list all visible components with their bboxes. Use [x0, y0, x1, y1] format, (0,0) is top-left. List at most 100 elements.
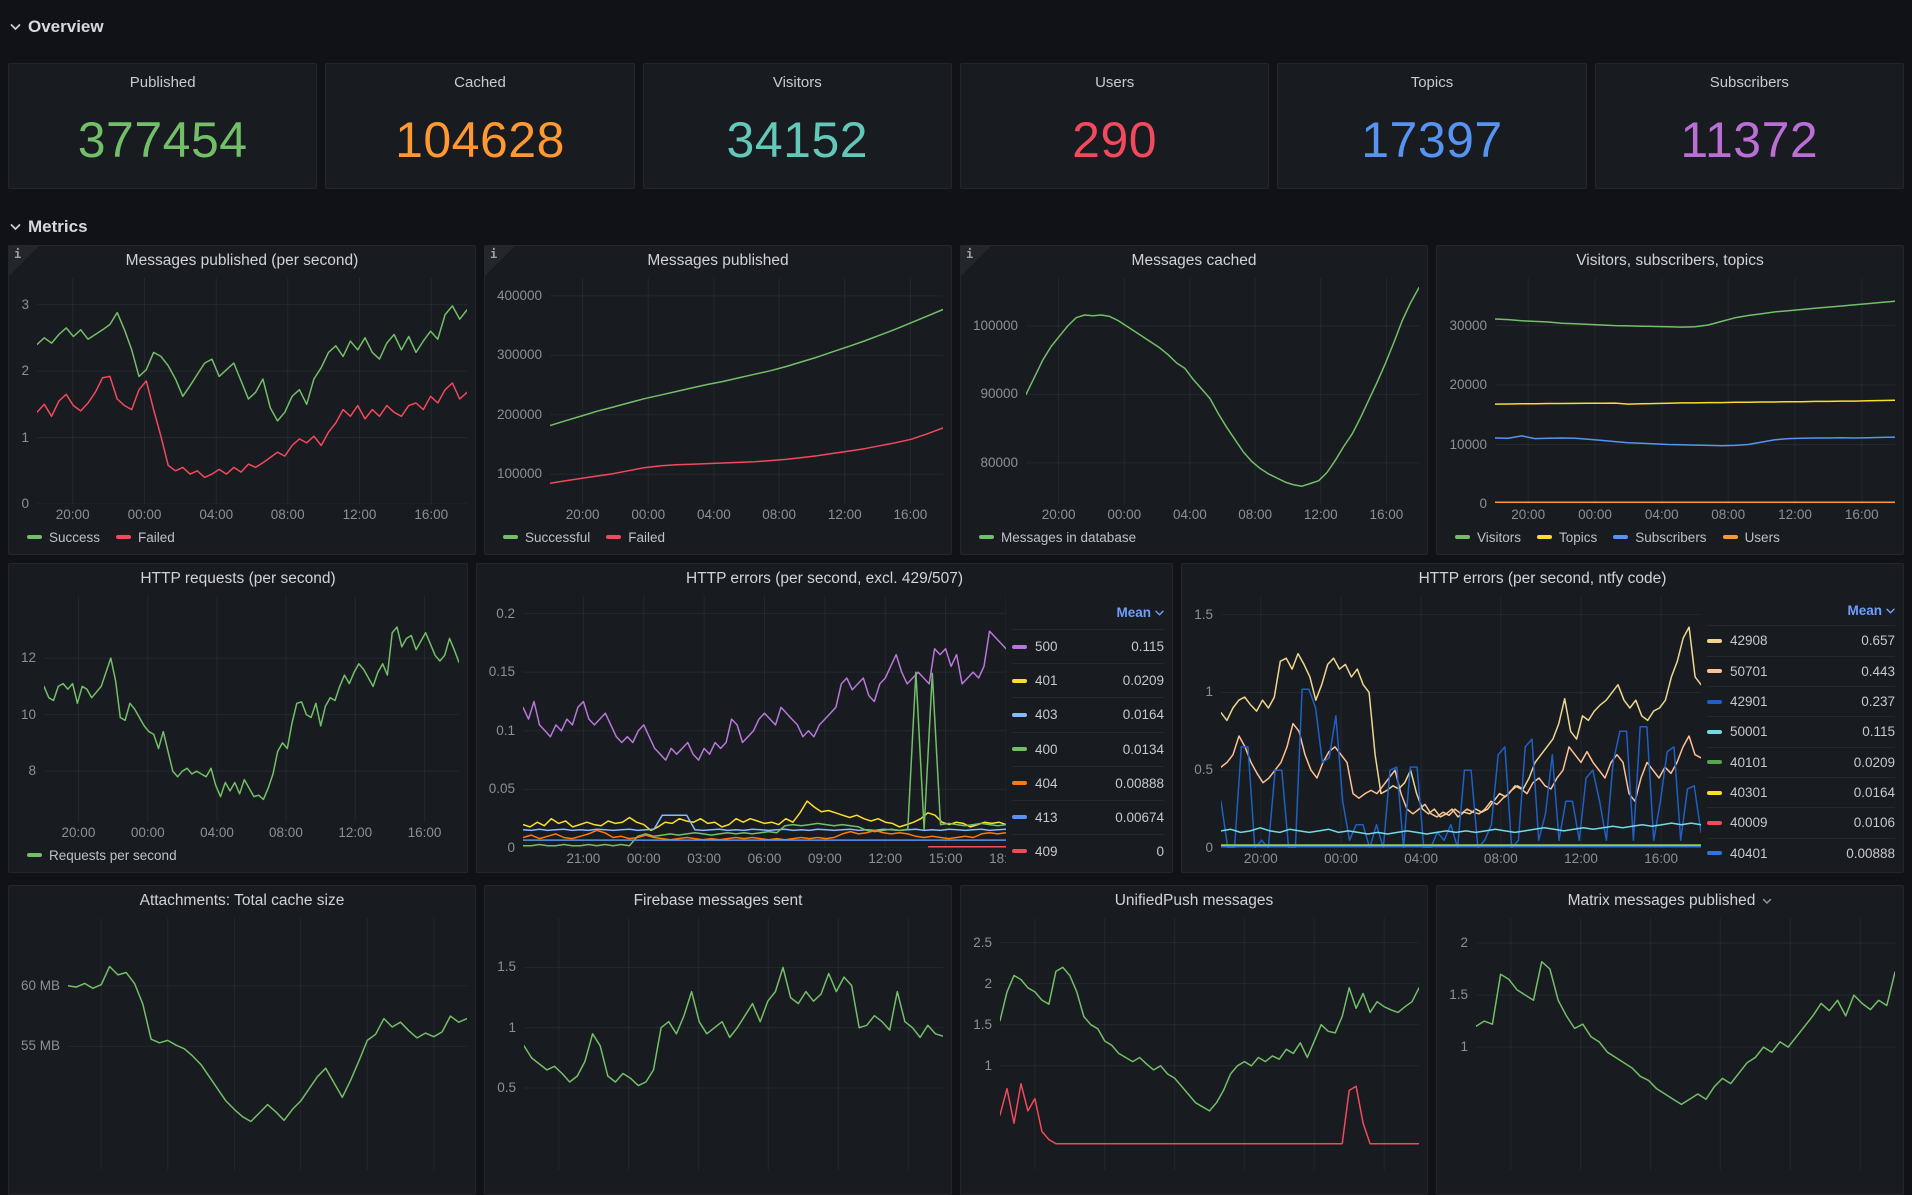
legend-item[interactable]: Failed [606, 530, 665, 545]
legend-row[interactable]: 40301 0.0164 [1707, 776, 1895, 807]
legend-item[interactable]: Successful [503, 530, 590, 545]
legend-row[interactable]: 409 0 [1012, 833, 1164, 868]
x-tick-label: 09:00 [807, 851, 842, 866]
legend-item[interactable]: Messages in database [979, 530, 1136, 545]
panel-title[interactable]: Matrix messages published [1437, 886, 1903, 916]
legend-item[interactable]: Requests per second [27, 848, 177, 863]
legend-row[interactable]: 403 0.0164 [1012, 697, 1164, 731]
legend-row[interactable]: 40009 0.0106 [1707, 807, 1895, 837]
legend-row[interactable]: 50701 0.443 [1707, 655, 1895, 686]
y-tick-label: 0.05 [488, 781, 515, 797]
y-tick-label: 55 MB [20, 1038, 60, 1054]
y-tick-label: 2 [21, 363, 29, 379]
section-header-overview[interactable]: Overview [10, 12, 1902, 42]
legend-row[interactable]: 413 0.00674 [1012, 799, 1164, 834]
legend-swatch [1455, 535, 1470, 539]
panel-title[interactable]: UnifiedPush messages [961, 886, 1427, 916]
x-tick-label: 12:00 [338, 825, 373, 840]
section-header-metrics[interactable]: Metrics [10, 212, 1902, 242]
plot-area[interactable] [37, 278, 467, 504]
legend: Requests per second [17, 842, 459, 868]
plot-area[interactable] [1495, 278, 1895, 504]
panel-title[interactable]: Messages published (per second) [9, 246, 475, 276]
y-tick-label: 60 MB [20, 977, 60, 993]
panel-title[interactable]: Firebase messages sent [485, 886, 951, 916]
panel-info-corner[interactable]: i [485, 246, 515, 276]
plot-area[interactable] [523, 596, 1006, 848]
legend-mean-value: 0.00674 [1115, 809, 1164, 825]
stat-label: Topics [1410, 74, 1454, 91]
legend-row[interactable]: 42901 0.237 [1707, 685, 1895, 716]
x-tick-label: 12:00 [342, 507, 377, 522]
plot-area[interactable] [44, 596, 459, 822]
plot-area[interactable] [550, 278, 943, 504]
mean-sort-button[interactable]: Mean [1847, 603, 1895, 618]
legend-item[interactable]: Subscribers [1613, 530, 1707, 545]
x-tick-label: 12:00 [1564, 851, 1598, 866]
stat-panel-users[interactable]: Users 290 [959, 63, 1270, 189]
plot-area[interactable] [1000, 918, 1419, 1170]
legend-item[interactable]: Topics [1537, 530, 1597, 545]
plot-area[interactable] [1221, 596, 1701, 848]
legend-row[interactable]: 50001 0.115 [1707, 716, 1895, 746]
y-axis: 1 1.5 2 2.5 [969, 918, 1000, 1170]
legend-mean-value: 0 [1156, 843, 1164, 859]
plot-area[interactable] [1026, 278, 1419, 504]
chevron-down-icon [1886, 608, 1895, 614]
mean-sort-button[interactable]: Mean [1116, 605, 1164, 620]
x-axis: 20:00 00:00 04:00 08:00 12:00 16:00 [1221, 848, 1701, 868]
info-icon: i [14, 247, 22, 261]
y-tick-label: 10000 [1449, 436, 1487, 452]
legend-swatch [1012, 644, 1027, 649]
y-tick-label: 400000 [496, 287, 542, 303]
stat-panel-visitors[interactable]: Visitors 34152 [642, 63, 952, 189]
panel-title[interactable]: HTTP requests (per second) [9, 564, 467, 594]
stat-panel-topics[interactable]: Topics 17397 [1277, 63, 1587, 189]
legend-label: Success [49, 529, 101, 545]
legend-item[interactable]: Failed [116, 530, 175, 545]
legend-item[interactable]: Users [1722, 530, 1780, 545]
stat-value: 290 [1072, 111, 1158, 168]
legend-series-name: 42901 [1730, 694, 1768, 710]
stat-panel-published[interactable]: Published 377454 [8, 63, 318, 189]
panel-info-corner[interactable]: i [9, 246, 39, 276]
panel-title[interactable]: Attachments: Total cache size [9, 886, 475, 916]
panel-title-text: Messages cached [1131, 252, 1257, 269]
x-tick-label: 20:00 [565, 507, 600, 522]
panel-title[interactable]: Messages published [485, 246, 951, 276]
plot-area[interactable] [524, 918, 943, 1170]
plot-area[interactable] [68, 918, 467, 1170]
panel-title[interactable]: HTTP errors (per second, excl. 429/507) [477, 564, 1172, 594]
y-tick-label: 1.5 [1194, 606, 1213, 622]
chevron-down-icon [1155, 610, 1164, 616]
y-tick-label: 300000 [496, 347, 542, 363]
panel-title[interactable]: Messages cached [961, 246, 1427, 276]
y-axis: 0 10000 20000 30000 [1445, 278, 1495, 511]
chart-panel-http-requests: HTTP requests (per second) 8 10 12 20:00 00… [8, 563, 468, 873]
y-tick-label: 2 [1460, 934, 1468, 950]
x-tick-label: 08:00 [1238, 507, 1273, 522]
legend-series-name: 401 [1035, 673, 1058, 689]
legend-row[interactable]: 400 0.0134 [1012, 731, 1164, 766]
legend-item[interactable]: Visitors [1455, 530, 1521, 545]
legend-row[interactable]: 40101 0.0209 [1707, 746, 1895, 777]
y-axis: 0 1 2 3 [17, 278, 37, 511]
x-tick-label: 00:00 [631, 507, 666, 522]
x-tick-label: 04:00 [696, 507, 731, 522]
plot-area[interactable] [1476, 918, 1895, 1170]
legend-row[interactable]: 42908 0.657 [1707, 625, 1895, 655]
legend-row[interactable]: 404 0.00888 [1012, 765, 1164, 800]
panel-title[interactable]: Visitors, subscribers, topics [1437, 246, 1903, 276]
stat-panel-subscribers[interactable]: Subscribers 11372 [1594, 63, 1904, 189]
x-tick-label: 08:00 [1483, 851, 1518, 866]
legend-row[interactable]: 40401 0.00888 [1707, 837, 1895, 868]
stat-panel-cached[interactable]: Cached 104628 [325, 63, 635, 189]
panel-info-corner[interactable]: i [961, 246, 991, 276]
legend-row[interactable]: 500 0.115 [1012, 629, 1164, 663]
panel-title[interactable]: HTTP errors (per second, ntfy code) [1182, 564, 1903, 594]
legend-table: Mean 500 0.115 401 0.0209 403 0.0164 400 0.0134 4… [1006, 596, 1164, 868]
legend-item[interactable]: Success [27, 530, 100, 545]
legend-swatch [116, 535, 132, 539]
legend-row[interactable]: 401 0.0209 [1012, 663, 1164, 697]
info-icon: i [490, 247, 498, 261]
